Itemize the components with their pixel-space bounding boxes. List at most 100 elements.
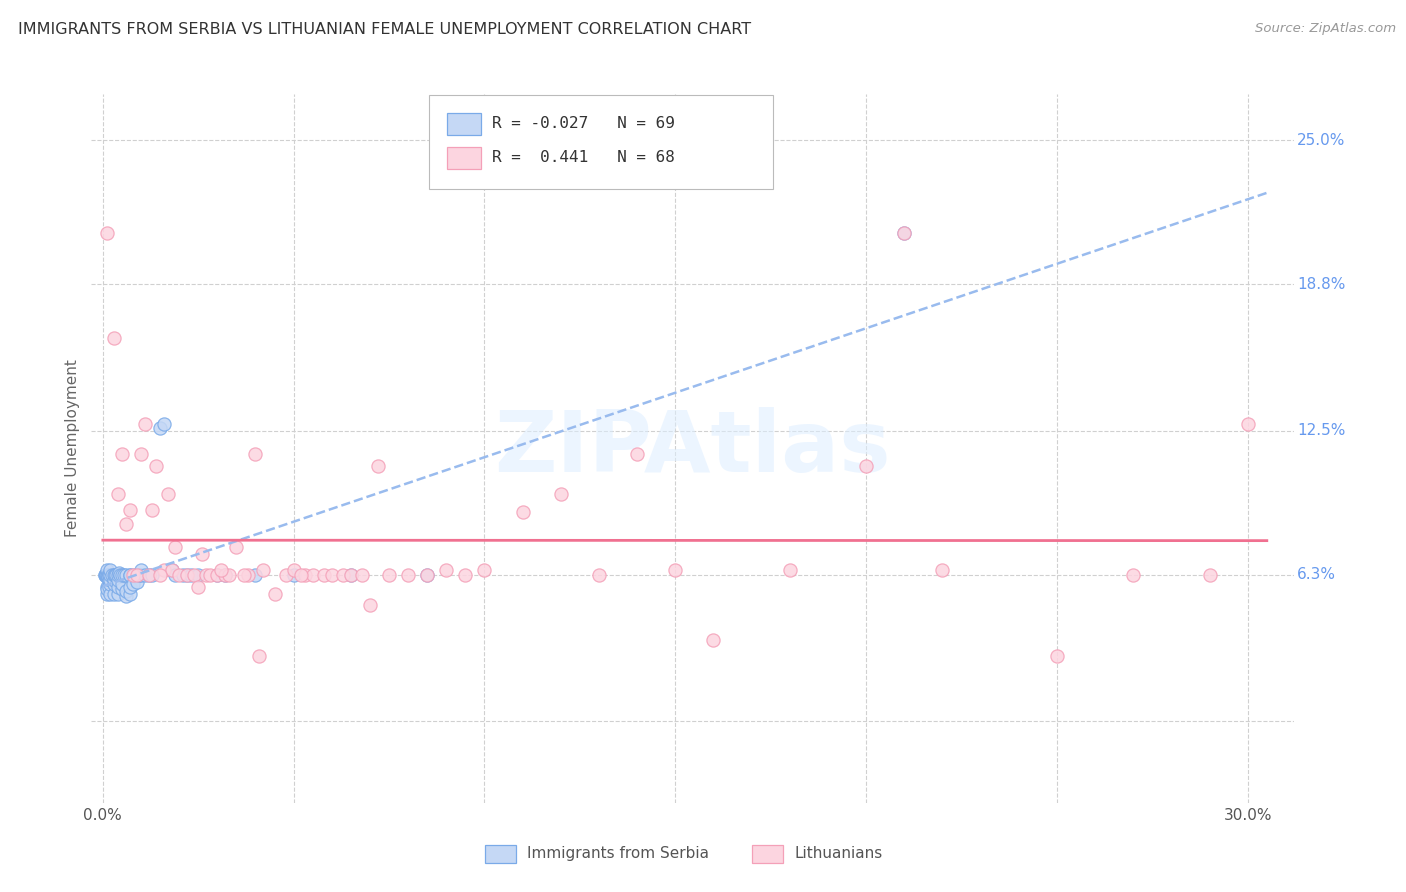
Point [252, 563, 274, 577]
Point [160, 563, 183, 577]
Point [104, 568, 127, 582]
Point [247, 649, 270, 664]
Point [141, 568, 163, 582]
Point [893, 226, 915, 240]
Y-axis label: Female Unemployment: Female Unemployment [65, 359, 80, 537]
Point [176, 568, 198, 582]
Point [180, 568, 202, 582]
Point [855, 458, 877, 473]
Point [103, 573, 125, 587]
Point [416, 568, 439, 582]
Point [97, 573, 120, 587]
Point [340, 568, 363, 582]
Point [114, 516, 136, 531]
Point [1198, 568, 1220, 582]
Point [416, 568, 439, 582]
Point [332, 568, 354, 582]
Point [165, 568, 187, 582]
Point [187, 568, 209, 582]
Point [626, 447, 648, 461]
Point [550, 486, 572, 500]
Point [198, 568, 221, 582]
Point [396, 568, 419, 582]
Point [893, 226, 915, 240]
Point [103, 568, 125, 582]
Text: Source: ZipAtlas.com: Source: ZipAtlas.com [1256, 22, 1396, 36]
Point [97, 570, 120, 584]
Point [283, 568, 305, 582]
Point [314, 568, 336, 582]
Point [107, 568, 129, 582]
Text: Immigrants from Serbia: Immigrants from Serbia [527, 847, 709, 861]
Point [779, 563, 801, 577]
Point [134, 417, 156, 431]
Point [321, 568, 343, 582]
Text: Lithuanians: Lithuanians [794, 847, 883, 861]
Point [134, 568, 156, 582]
Point [96, 586, 118, 600]
Point [100, 573, 122, 587]
Point [107, 586, 129, 600]
Point [108, 566, 131, 580]
Point [194, 568, 217, 582]
Point [214, 568, 236, 582]
Point [702, 633, 724, 648]
Point [359, 598, 381, 612]
Point [118, 586, 141, 600]
Point [141, 503, 163, 517]
Point [301, 568, 323, 582]
Point [283, 563, 305, 577]
Point [96, 580, 118, 594]
Point [111, 568, 134, 582]
Point [290, 568, 312, 582]
Point [1122, 568, 1144, 582]
Point [96, 568, 118, 582]
Point [111, 577, 134, 591]
Point [115, 568, 138, 582]
Point [111, 447, 134, 461]
Point [107, 486, 129, 500]
Point [138, 568, 160, 582]
Point [352, 568, 374, 582]
Point [122, 568, 145, 582]
Point [96, 226, 118, 240]
Point [172, 568, 194, 582]
Point [153, 563, 176, 577]
Point [94, 568, 117, 582]
Text: IMMIGRANTS FROM SERBIA VS LITHUANIAN FEMALE UNEMPLOYMENT CORRELATION CHART: IMMIGRANTS FROM SERBIA VS LITHUANIAN FEM… [18, 22, 751, 37]
Point [103, 331, 125, 345]
Point [128, 568, 150, 582]
Point [105, 568, 128, 582]
Point [98, 580, 121, 594]
Point [100, 563, 122, 577]
Point [94, 568, 117, 582]
Point [127, 568, 149, 582]
Text: 6.3%: 6.3% [1298, 567, 1336, 582]
Point [1046, 649, 1069, 664]
Point [96, 563, 118, 577]
Point [112, 568, 135, 582]
Point [588, 568, 610, 582]
Point [183, 568, 205, 582]
Point [236, 568, 259, 582]
Point [127, 574, 149, 589]
Point [100, 577, 122, 591]
Point [454, 568, 477, 582]
Point [233, 568, 256, 582]
Point [225, 540, 247, 554]
Text: 25.0%: 25.0% [1298, 133, 1346, 148]
Point [101, 568, 124, 582]
Point [245, 568, 267, 582]
Point [378, 568, 401, 582]
Point [138, 568, 160, 582]
Point [664, 563, 686, 577]
Point [122, 577, 145, 591]
Point [107, 573, 129, 587]
Point [97, 568, 120, 582]
Point [209, 563, 232, 577]
Text: 18.8%: 18.8% [1298, 277, 1346, 292]
Point [96, 582, 118, 596]
Point [93, 568, 115, 582]
Point [145, 458, 167, 473]
Point [156, 486, 179, 500]
